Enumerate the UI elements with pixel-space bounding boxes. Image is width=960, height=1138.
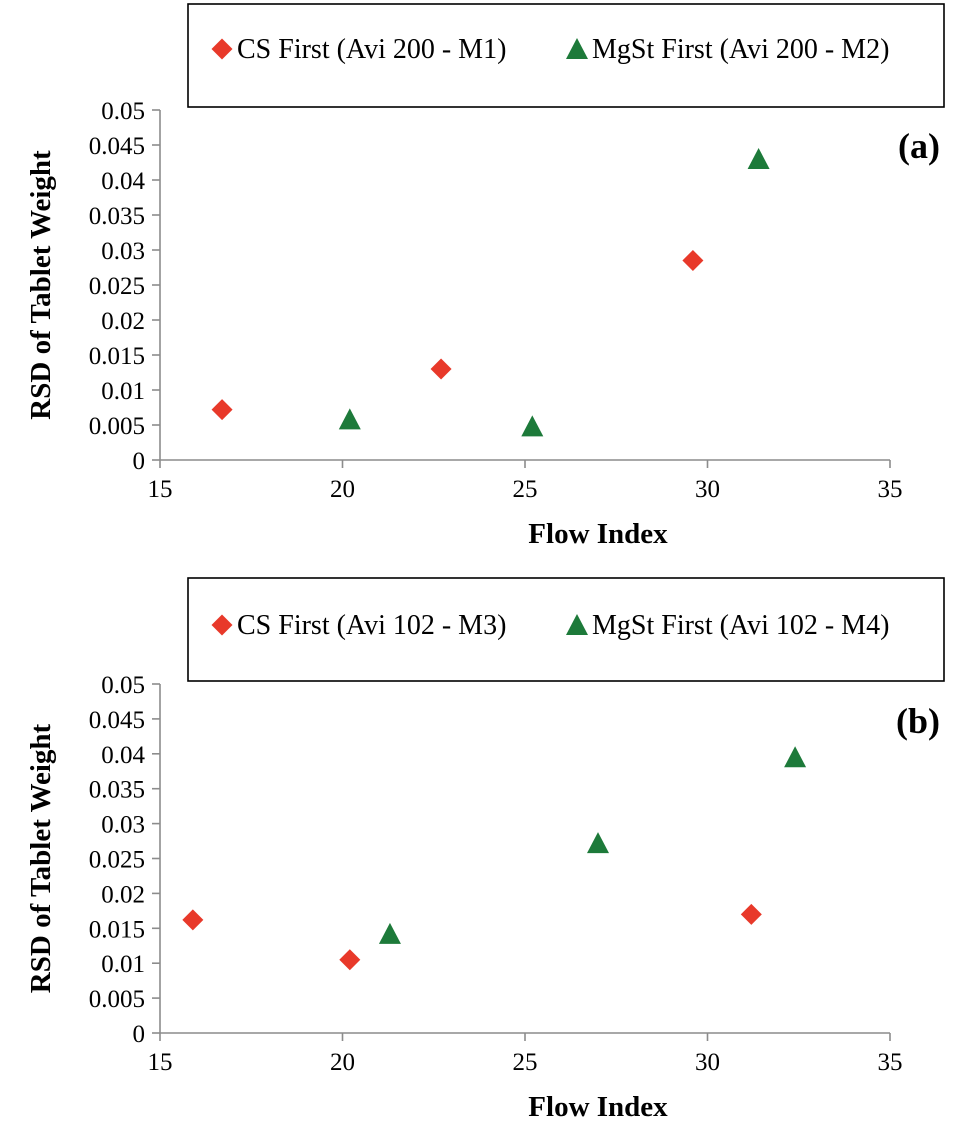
legend-marker-triangle (566, 614, 588, 635)
legend-marker-triangle (566, 38, 588, 59)
legend: CS First (Avi 200 - M1) MgSt First (Avi 2… (187, 3, 945, 108)
y-tick-label: 0.035 (89, 203, 145, 230)
y-tick-label: 0.04 (101, 742, 145, 769)
x-tick-label: 30 (695, 476, 720, 503)
x-tick-label: 20 (330, 1049, 355, 1076)
x-tick-label: 30 (695, 1049, 720, 1076)
y-tick-label: 0.045 (89, 133, 145, 160)
data-point-mgst-first (587, 832, 609, 854)
y-tick-label: 0.02 (101, 881, 145, 908)
legend-box (187, 3, 945, 108)
x-axis-title: Flow Index (528, 1091, 668, 1123)
data-point-mgst-first (378, 922, 401, 944)
data-point-cs-first (211, 399, 233, 421)
y-tick-label: 0 (133, 1021, 146, 1048)
y-tick-label: 0.025 (89, 847, 145, 874)
legend-entry-label: MgSt First (Avi 102 - M4) (592, 610, 889, 641)
x-axis-title: Flow Index (528, 518, 668, 550)
x-tick-label: 25 (513, 476, 538, 503)
chart-panel-a: 0 0.005 0.01 0.015 0.02 0.025 0.03 0.035 0.04 0.0… (25, 3, 945, 550)
legend-entry-label: MgSt First (Avi 200 - M2) (592, 34, 889, 65)
chart-panel-b: 0 0.005 0.01 0.015 0.02 0.025 0.03 0.035 0.04 0.0… (25, 577, 945, 1123)
data-point-cs-first (682, 250, 704, 271)
y-tick-label: 0.045 (89, 707, 145, 734)
x-tick-label: 25 (513, 1049, 538, 1076)
y-tick-label: 0.01 (101, 951, 145, 978)
data-point-mgst-first (784, 746, 807, 768)
data-point-cs-first (182, 909, 204, 931)
y-tick-label: 0.015 (89, 343, 145, 370)
y-tick-label: 0.015 (89, 916, 145, 943)
legend-marker-diamond (211, 614, 233, 636)
x-tick-label: 15 (148, 476, 173, 503)
x-tick-label: 35 (878, 476, 903, 503)
y-tick-label: 0.005 (89, 413, 145, 440)
y-tick-label: 0.05 (101, 672, 145, 699)
x-tick-label: 20 (330, 476, 355, 503)
y-axis-title: RSD of Tablet Weight (25, 150, 57, 420)
x-tick-label: 35 (878, 1049, 903, 1076)
panel-label: (a) (898, 126, 940, 166)
data-point-mgst-first (747, 148, 770, 169)
y-tick-label: 0 (133, 448, 146, 475)
legend-box (187, 577, 945, 682)
y-tick-label: 0.02 (101, 308, 145, 335)
y-tick-label: 0.005 (89, 986, 145, 1013)
legend-marker-diamond (211, 38, 233, 60)
y-tick-label: 0.05 (101, 98, 145, 125)
y-tick-label: 0.01 (101, 378, 145, 405)
y-axis-title: RSD of Tablet Weight (25, 723, 57, 993)
panel-label: (b) (896, 701, 940, 741)
data-point-mgst-first (521, 415, 544, 437)
data-point-mgst-first (338, 408, 361, 430)
y-tick-label: 0.035 (89, 777, 145, 804)
legend-entry-label: CS First (Avi 102 - M3) (237, 610, 506, 641)
y-tick-label: 0.04 (101, 168, 145, 195)
x-tick-label: 15 (148, 1049, 173, 1076)
data-point-cs-first (430, 358, 452, 380)
y-tick-label: 0.03 (101, 238, 145, 265)
y-tick-label: 0.025 (89, 273, 145, 300)
legend: CS First (Avi 102 - M3) MgSt First (Avi 1… (187, 577, 945, 682)
y-tick-label: 0.03 (101, 812, 145, 839)
legend-entry-label: CS First (Avi 200 - M1) (237, 34, 506, 65)
data-point-cs-first (339, 949, 361, 971)
data-point-cs-first (740, 903, 762, 925)
